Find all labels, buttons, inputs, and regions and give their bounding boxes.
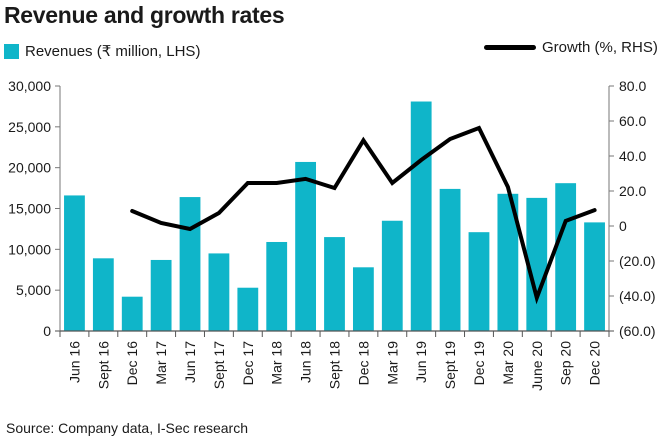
left-tick-label-0: 0 [43, 323, 51, 339]
x-tick-label-11: Mar 19 [384, 341, 400, 385]
bar-7 [266, 241, 288, 331]
legend-growth-label: Growth (%, RHS) [542, 39, 658, 56]
bar-12 [410, 101, 432, 332]
x-tick-label-15: Mar 20 [500, 341, 516, 385]
x-tick-label-9: Sept 18 [327, 341, 343, 389]
right-tick-label-6: 60.0 [619, 113, 646, 129]
left-tick-label-3: 15,000 [8, 201, 51, 217]
x-tick-label-0: Jun 16 [66, 341, 82, 383]
bar-18 [584, 222, 605, 331]
bar-15 [497, 193, 519, 331]
source-note: Source: Company data, I-Sec research [6, 420, 249, 436]
right-tick-label-7: 80.0 [619, 78, 646, 94]
legend-line-swatch [484, 45, 536, 50]
bar-11 [381, 220, 403, 331]
bar-9 [324, 237, 345, 331]
left-tick-label-5: 25,000 [8, 119, 51, 135]
x-tick-label-18: Dec 20 [587, 341, 603, 386]
bar-1 [92, 258, 114, 331]
right-tick-label-2: (20.0) [619, 253, 656, 269]
right-tick-label-3: 0 [619, 218, 627, 234]
legend-bar-swatch [4, 43, 19, 59]
x-tick-label-16: June 20 [529, 341, 545, 391]
bar-13 [439, 188, 461, 331]
legend-growth: Growth (%, RHS) [484, 39, 658, 56]
x-tick-label-3: Mar 17 [153, 341, 169, 385]
bar-16 [526, 197, 548, 331]
bar-6 [237, 287, 259, 331]
left-tick-label-1: 5,000 [16, 282, 51, 298]
bar-8 [295, 161, 317, 331]
x-tick-label-4: Jun 17 [182, 341, 198, 383]
left-tick-label-6: 30,000 [8, 78, 51, 94]
x-tick-label-12: Jun 19 [413, 341, 429, 383]
x-tick-label-8: Jun 18 [298, 341, 314, 383]
bar-17 [555, 183, 577, 331]
legend-revenues-label: Revenues (₹ million, LHS) [25, 43, 201, 60]
bar-10 [352, 267, 374, 331]
right-tick-label-1: (40.0) [619, 288, 656, 304]
legend-revenues: Revenues (₹ million, LHS) [4, 42, 200, 60]
x-tick-label-10: Dec 18 [355, 341, 371, 386]
bar-0 [64, 195, 85, 331]
x-tick-label-13: Sept 19 [442, 341, 458, 389]
left-tick-label-4: 20,000 [8, 160, 51, 176]
bar-2 [121, 296, 143, 331]
x-tick-label-17: Sep 20 [558, 341, 574, 386]
left-tick-label-2: 10,000 [8, 241, 51, 257]
bar-14 [468, 232, 490, 331]
x-tick-label-1: Sept 16 [95, 341, 111, 389]
x-tick-label-5: Sept 17 [211, 341, 227, 389]
right-tick-label-4: 20.0 [619, 183, 646, 199]
x-tick-label-14: Dec 19 [471, 341, 487, 386]
bar-4 [179, 197, 201, 331]
right-tick-label-0: (60.0) [619, 323, 656, 339]
bar-5 [208, 253, 230, 331]
x-tick-label-7: Mar 18 [269, 341, 285, 385]
bar-3 [150, 259, 172, 331]
x-tick-label-2: Dec 16 [124, 341, 140, 386]
right-tick-label-5: 40.0 [619, 148, 646, 164]
x-tick-label-6: Dec 17 [240, 341, 256, 386]
chart-title: Revenue and growth rates [4, 2, 285, 28]
